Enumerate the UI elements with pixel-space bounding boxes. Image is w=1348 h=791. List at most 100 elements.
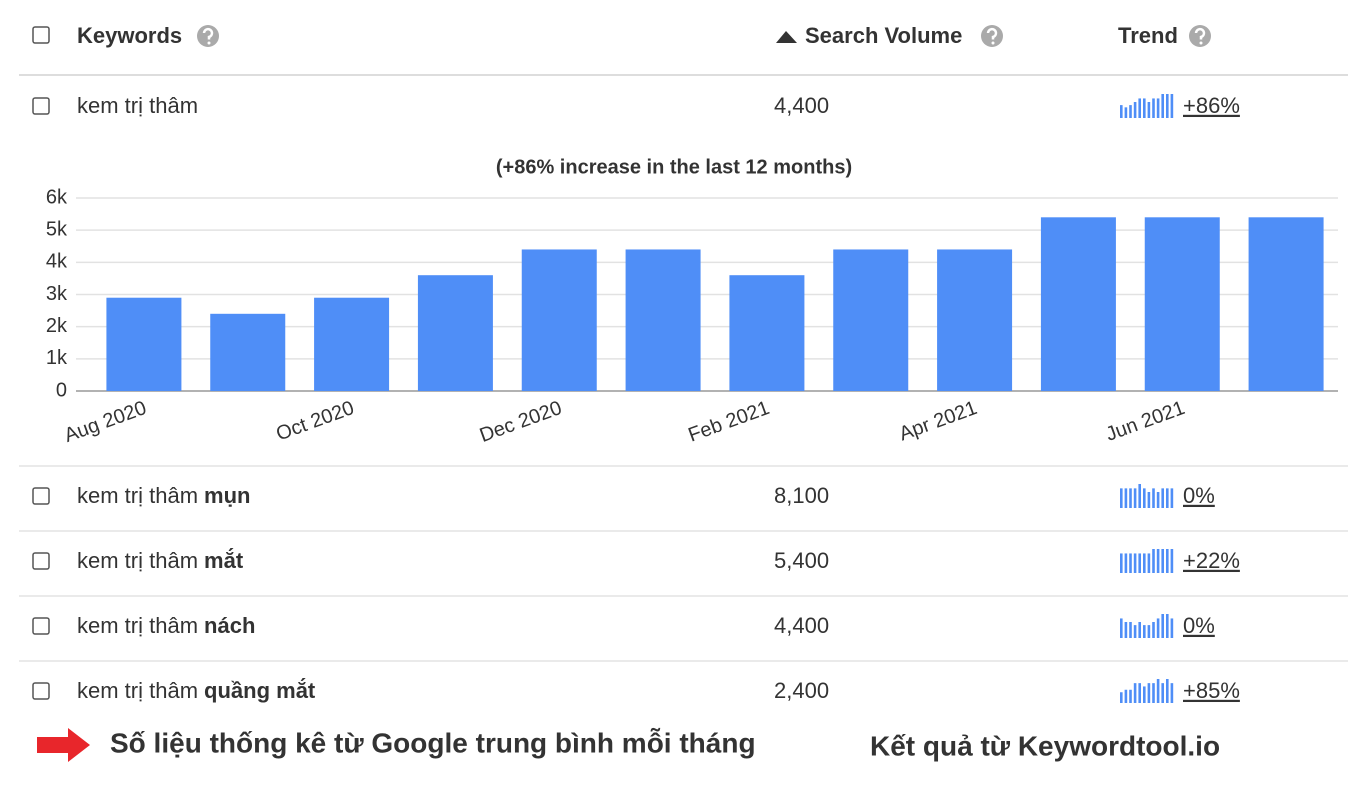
sparkline-bar <box>1129 105 1132 118</box>
bar <box>833 249 909 391</box>
help-icon[interactable] <box>197 25 219 47</box>
trend-percent[interactable]: +22% <box>1183 548 1240 573</box>
sparkline-bar <box>1156 98 1160 118</box>
bar <box>937 249 1013 391</box>
keyword-text: kem trị thâm <box>77 93 198 118</box>
sparkline-bar <box>1166 94 1169 118</box>
search-volume: 4,400 <box>774 93 829 118</box>
sparkline-bar <box>1124 107 1128 118</box>
sparkline-bar <box>1147 492 1151 508</box>
x-tick-label: Dec 2020 <box>477 397 565 447</box>
trend-percent[interactable]: 0% <box>1183 613 1215 638</box>
sparkline-bar <box>1147 683 1151 703</box>
x-tick-label: Feb 2021 <box>685 397 772 447</box>
sparkline-bar <box>1133 683 1137 703</box>
sort-arrow[interactable] <box>776 31 797 43</box>
y-tick-label: 2k <box>46 315 68 337</box>
sparkline-bar <box>1166 614 1169 638</box>
sparkline-bar <box>1120 105 1123 118</box>
arrow-icon <box>37 728 90 762</box>
bar <box>729 275 805 391</box>
sparkline-bar <box>1124 553 1128 573</box>
trend-percent[interactable]: +86% <box>1183 93 1240 118</box>
sparkline-bar <box>1152 683 1155 703</box>
sparkline-bar <box>1156 492 1160 508</box>
help-icon[interactable] <box>981 25 1003 47</box>
trend-percent[interactable]: +85% <box>1183 678 1240 703</box>
bar <box>106 297 182 391</box>
sparkline-bar <box>1152 488 1155 508</box>
sparkline-bar <box>1124 622 1128 638</box>
sparkline-bar <box>1129 689 1132 703</box>
sparkline-bar <box>1120 553 1123 573</box>
sparkline-bar <box>1124 689 1128 703</box>
sparkline-bar <box>1170 683 1174 703</box>
header-trend[interactable]: Trend <box>1118 23 1178 48</box>
sparkline-bar <box>1138 553 1141 573</box>
row-checkbox[interactable] <box>32 97 50 115</box>
sparkline-bar <box>1143 553 1146 573</box>
bar <box>314 297 390 391</box>
sparkline-bar <box>1124 488 1128 508</box>
sparkline-bar <box>1166 488 1169 508</box>
sparkline-bar <box>1152 98 1155 118</box>
sparkline-bar <box>1133 102 1137 118</box>
header-keywords[interactable]: Keywords <box>77 23 182 48</box>
y-tick-label: 5k <box>46 218 68 240</box>
bar <box>1248 217 1324 391</box>
sparkline-bar <box>1138 683 1141 703</box>
sparkline-bar <box>1120 618 1123 638</box>
sparkline-bar <box>1143 625 1146 638</box>
sparkline-bar <box>1138 622 1141 638</box>
bar <box>521 249 597 391</box>
sparkline-bar <box>1133 488 1137 508</box>
keyword-text: kem trị thâm <box>77 613 198 638</box>
bar <box>210 313 286 391</box>
sparkline-bar <box>1156 618 1160 638</box>
sparkline-bar <box>1161 614 1164 638</box>
help-icon[interactable] <box>1189 25 1211 47</box>
x-tick-label: Jun 2021 <box>1103 397 1188 446</box>
search-volume: 4,400 <box>774 613 829 638</box>
keyword: kem trị thâm <box>77 93 198 118</box>
sparkline-bar <box>1129 488 1132 508</box>
sparkline-bar <box>1147 553 1151 573</box>
keyword: kem trị thâm mắt <box>77 548 244 573</box>
y-tick-label: 0 <box>56 379 67 401</box>
chart-title: (+86% increase in the last 12 months) <box>496 156 852 178</box>
sparkline-bar <box>1152 622 1155 638</box>
keyword: kem trị thâm mụn <box>77 483 250 508</box>
sparkline-bar <box>1156 549 1160 573</box>
sparkline-bar <box>1120 692 1123 703</box>
row-checkbox[interactable] <box>32 617 50 635</box>
y-tick-label: 1k <box>46 347 68 369</box>
trend-percent[interactable]: 0% <box>1183 483 1215 508</box>
sparkline-bar <box>1170 94 1174 118</box>
keyword: kem trị thâm nách <box>77 613 255 638</box>
sparkline-bar <box>1138 484 1141 508</box>
keyword-text: kem trị thâm <box>77 483 198 508</box>
keyword-bold: mắt <box>204 548 244 573</box>
sparkline-bar <box>1170 549 1174 573</box>
header-search-volume[interactable]: Search Volume <box>805 23 962 48</box>
sparkline-bar <box>1156 679 1160 703</box>
sparkline-bar <box>1166 549 1169 573</box>
sparkline-bar <box>1143 488 1146 508</box>
keyword: kem trị thâm quầng mắt <box>77 678 316 703</box>
sparkline-bar <box>1147 625 1151 638</box>
sparkline-bar <box>1161 549 1164 573</box>
search-volume: 5,400 <box>774 548 829 573</box>
sparkline-bar <box>1147 102 1151 118</box>
row-checkbox[interactable] <box>32 552 50 570</box>
footer-note: Số liệu thống kê từ Google trung bình mỗ… <box>110 727 756 758</box>
row-checkbox[interactable] <box>32 682 50 700</box>
sparkline-bar <box>1161 488 1164 508</box>
sparkline-bar <box>1152 549 1155 573</box>
row-checkbox[interactable] <box>32 487 50 505</box>
footer-source: Kết quả từ Keywordtool.io <box>870 730 1220 761</box>
select-all-checkbox[interactable] <box>32 26 50 44</box>
sparkline-bar <box>1120 488 1123 508</box>
sparkline-bar <box>1129 553 1132 573</box>
sparkline-bar <box>1170 618 1174 638</box>
